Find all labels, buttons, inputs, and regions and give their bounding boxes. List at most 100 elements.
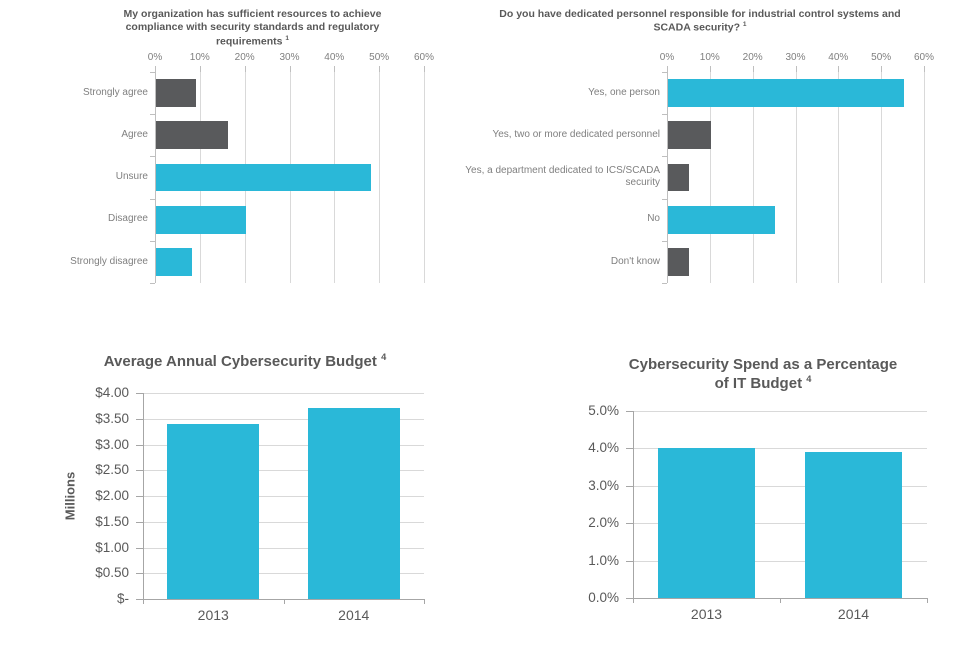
tick-mark [709,66,711,72]
tick-mark [136,599,143,600]
y-tick-label: $1.00 [95,539,129,555]
x-category-label: 2014 [338,607,370,623]
tick-mark [924,66,925,72]
x-tick-label: 60% [413,52,434,63]
bar [156,163,372,192]
tick-mark [626,560,633,562]
x-tick-label: 0% [147,52,163,63]
category-tick [662,114,667,116]
tick-mark [334,66,336,72]
tick-mark [881,66,883,72]
category-label: Yes, two or more dedicated personnel [492,129,660,141]
x-tick-label: 10% [699,52,720,63]
x-tick-label: 0% [659,52,675,63]
tick-mark [289,66,291,72]
chart-title: Average Annual Cybersecurity Budget 4 [95,352,395,371]
bar [156,79,197,108]
y-tick-label: 4.0% [588,440,619,456]
x-category-label: 2013 [690,606,723,622]
gridline [143,496,424,497]
category-tick [662,198,667,200]
bar [668,205,776,234]
chart-title: My organization has sufficient resources… [100,8,405,49]
gridline [143,573,424,575]
chart-title-superscript: 1 [742,21,747,29]
category-tick [662,72,667,73]
gridline [143,393,424,394]
x-tick-label: 30% [785,52,806,63]
tick-mark [199,66,201,72]
y-tick-label: $- [116,591,129,606]
y-axis-line [155,72,156,283]
chart-title: Do you have dedicated personnel responsi… [493,8,907,35]
category-label: Disagree [107,213,148,225]
bar [668,248,690,276]
y-axis-line [143,393,144,599]
category-label: Yes, one person [588,86,660,98]
category-label: Don't know [610,255,660,267]
tick-mark [244,66,246,72]
y-axis-line [667,72,668,283]
y-tick-label: $1.50 [95,513,129,529]
category-tick [150,72,155,73]
bar [156,121,228,150]
x-tick-label: 30% [279,52,300,63]
gridline [143,444,424,446]
y-tick-label: $2.00 [95,488,129,503]
y-tick-label: $3.00 [95,436,129,452]
chart-title-text: Cybersecurity Spend as a Percentage of I… [628,356,898,393]
bar [156,205,246,234]
x-tick-label: 50% [871,52,892,63]
y-tick-label: $0.50 [95,565,129,581]
category-tick [662,283,667,284]
category-label: Unsure [115,171,148,183]
category-tick [662,156,667,158]
y-tick-label: 1.0% [588,552,619,568]
bar [156,248,192,276]
category-tick [150,156,155,158]
category-label: Strongly disagree [70,255,148,267]
tick-mark [136,470,143,472]
axis-end-tick [143,599,144,604]
category-tick [150,114,155,116]
y-tick-label: $2.50 [95,462,129,478]
x-tick-label: 20% [234,52,255,63]
tick-mark [626,598,633,599]
axis-end-tick [283,599,285,604]
axis-end-tick [780,598,781,603]
chart-title: Cybersecurity Spend as a Percentage of I… [620,355,906,393]
axis-end-tick [424,599,425,604]
y-tick-label: 0.0% [588,590,619,605]
y-tick-label: 5.0% [588,403,619,418]
tick-mark [424,66,425,72]
gridline [633,411,927,412]
chart-title-superscript: 4 [806,374,812,385]
tick-mark [626,485,633,487]
gridline [709,72,711,283]
bar [307,408,400,599]
y-tick-label: 3.0% [588,477,619,493]
tick-mark [379,66,381,72]
tick-mark [752,66,754,72]
y-axis-line [633,411,634,598]
x-tick-label: 40% [324,52,345,63]
tick-mark [838,66,840,72]
x-tick-label: 60% [913,52,934,63]
tick-mark [136,547,143,549]
tick-mark [667,66,668,72]
tick-mark [136,393,143,394]
tick-mark [626,523,633,525]
category-label: Yes, a department dedicated to ICS/SCADA… [465,164,660,189]
tick-mark [795,66,797,72]
category-tick [662,240,667,242]
gridline [633,523,927,525]
tick-mark [136,573,143,575]
gridline [633,485,927,487]
gridline [881,72,883,283]
bar [668,121,711,150]
x-tick-label: 40% [828,52,849,63]
chart-title-text: Average Annual Cybersecurity Budget [103,353,377,370]
y-tick-label: $3.50 [95,410,129,426]
